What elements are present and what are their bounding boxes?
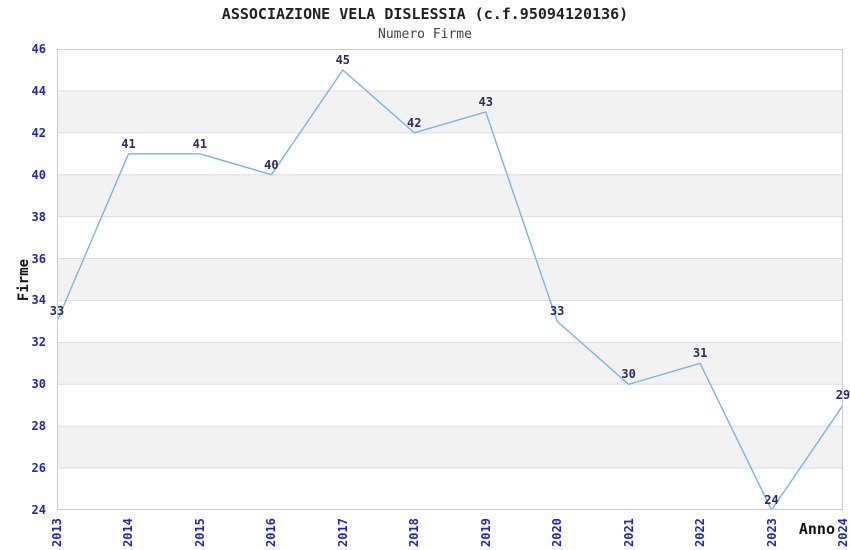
- y-tick-label: 34: [31, 293, 46, 308]
- plot-area: [57, 49, 843, 510]
- y-tick-label: 36: [31, 251, 46, 266]
- band: [57, 174, 843, 217]
- data-line: [57, 69, 843, 510]
- data-point-label: 33: [549, 304, 565, 319]
- x-tick-label: 2024: [836, 518, 850, 547]
- x-tick-label: 2019: [478, 518, 493, 547]
- data-point-label: 24: [764, 493, 779, 507]
- x-tick-label: 2021: [621, 518, 636, 547]
- x-tick-label: 2016: [264, 518, 279, 547]
- y-tick-label: 30: [31, 377, 46, 392]
- data-point-label: 41: [192, 136, 208, 151]
- data-point-label: 43: [478, 94, 493, 109]
- data-point-label: 41: [121, 136, 136, 151]
- x-axis-title: Anno: [798, 520, 835, 538]
- y-tick-label: 44: [31, 83, 46, 98]
- x-tick-label: 2015: [192, 518, 207, 547]
- x-tick-label: 2014: [121, 518, 136, 547]
- y-tick-label: 28: [31, 419, 46, 434]
- data-point-label: 33: [49, 304, 65, 319]
- y-axis-title: Firme: [16, 258, 32, 302]
- x-tick-label: 2020: [550, 518, 565, 547]
- y-tick-label: 46: [31, 42, 46, 56]
- x-tick-label: 2017: [335, 518, 350, 547]
- x-tick-label: 2018: [407, 518, 422, 547]
- data-point-label: 29: [835, 388, 850, 403]
- band: [57, 342, 843, 385]
- data-point-label: 42: [407, 115, 422, 130]
- band: [57, 426, 843, 469]
- y-tick-label: 38: [31, 209, 46, 224]
- chart-title: ASSOCIAZIONE VELA DISLESSIA (c.f.9509412…: [221, 5, 629, 23]
- data-point-label: 31: [692, 346, 708, 361]
- chart-subtitle: Numero Firme: [378, 27, 472, 42]
- data-point-label: 45: [335, 52, 351, 67]
- x-tick-label: 2013: [50, 518, 64, 547]
- x-tick-label: 2022: [693, 518, 708, 547]
- data-point-label: 40: [264, 157, 279, 172]
- y-tick-label: 32: [31, 335, 46, 350]
- y-tick-label: 42: [31, 125, 46, 140]
- band: [57, 90, 843, 133]
- y-tick-label: 24: [31, 503, 46, 517]
- y-tick-label: 26: [31, 461, 46, 476]
- band: [57, 258, 843, 301]
- plot-border: [57, 49, 843, 510]
- data-point-label: 30: [621, 367, 636, 382]
- y-tick-label: 40: [31, 167, 46, 182]
